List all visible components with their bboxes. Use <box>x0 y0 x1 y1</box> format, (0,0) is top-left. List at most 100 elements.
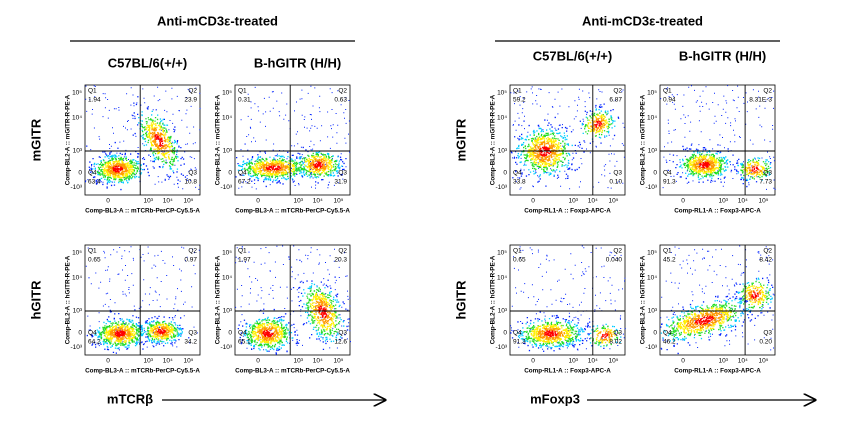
quadrant-value: 12.6 <box>334 339 347 346</box>
plot-frame <box>234 84 351 196</box>
events <box>693 158 763 175</box>
plot-frame <box>84 244 201 356</box>
flow-plot: Q1 0.65 Q2 0.97 Q3 34.2 Q4 64.2 10⁵ 10⁴ 10³ 0 -10³ 0 1… <box>65 244 201 375</box>
flow-plot: Q1 0.94 Q2 8.31E-3 Q3 7.73 Q4 91.3 10⁵ 10⁴ 10³ 0 -10… <box>640 84 776 215</box>
y-tick-label: 10⁴ <box>72 115 82 122</box>
y-tick-label: 10⁴ <box>222 115 232 122</box>
quadrant-value: 10.8 <box>184 179 197 186</box>
quadrant-name: Q3 <box>763 170 772 177</box>
row-label: mGITR <box>28 118 43 161</box>
y-tick-label: 10³ <box>73 308 83 315</box>
flow-plot: Q1 59.2 Q2 6.87 Q3 0.10 Q4 33.8 10⁵ 10⁴ 10³ 0 -10³ 0 1… <box>490 84 626 215</box>
y-tick-label: -10³ <box>645 184 657 191</box>
row-label: hGITR <box>28 280 43 320</box>
quadrant-value: 0.65 <box>88 257 101 264</box>
y-tick-label: 10⁵ <box>72 249 82 256</box>
quadrant-value: 0.10 <box>609 179 622 186</box>
quadrant-name: Q2 <box>338 88 347 95</box>
quadrant-value: 67.2 <box>238 179 251 186</box>
y-tick-label: 10⁵ <box>647 89 657 96</box>
quadrant-value: 0.040 <box>606 257 623 264</box>
quadrant-value: 91.3 <box>513 339 526 346</box>
x-tick-label: 10⁴ <box>588 358 598 365</box>
y-tick-label: 0 <box>228 330 232 337</box>
events <box>539 120 603 157</box>
x-tick-label: 0 <box>256 198 260 205</box>
quadrant-name: Q2 <box>188 248 197 255</box>
events <box>660 85 776 190</box>
y-tick-label: 10⁴ <box>497 275 507 282</box>
row-label: mGITR <box>453 118 468 161</box>
y-tick-label: 0 <box>653 330 657 337</box>
x-axis-label: Comp-RL1-A :: Foxp3-APC-A <box>524 368 611 375</box>
y-axis-label: Comp-BL2-A :: hGITR-R-PE-A <box>215 255 222 344</box>
quadrant-value: 91.3 <box>663 179 676 186</box>
quadrant-name: Q2 <box>613 248 622 255</box>
quadrant-name: Q4 <box>513 330 522 337</box>
events <box>699 161 759 173</box>
quadrant-value: 1.97 <box>238 257 251 264</box>
y-axis-label: Comp-BL2-A :: mGITR-R-PE-A <box>65 94 72 185</box>
y-tick-label: 0 <box>228 170 232 177</box>
events <box>257 298 332 342</box>
quadrant-name: Q1 <box>513 88 522 95</box>
quadrant-value: 8.42 <box>759 257 772 264</box>
events <box>262 305 328 338</box>
x-axis-label: Comp-RL1-A :: Foxp3-APC-A <box>674 208 761 215</box>
quadrant-name: Q1 <box>663 248 672 255</box>
quadrant-value: 6.87 <box>609 97 622 104</box>
events <box>96 117 178 182</box>
y-tick-label: 10⁴ <box>647 275 657 282</box>
quadrant-value: 34.2 <box>184 339 197 346</box>
y-axis-label: Comp-BL2-A :: mGITR-R-PE-A <box>490 94 497 185</box>
row-label: hGITR <box>453 280 468 320</box>
events <box>510 86 625 190</box>
quadrant-name: Q2 <box>763 248 772 255</box>
flow-plot: Q1 1.97 Q2 20.3 Q3 12.6 Q4 65.1 10⁵ 10⁴ 10³ 0 -10³ 0 1… <box>215 244 351 375</box>
events <box>107 127 169 176</box>
events <box>527 114 609 167</box>
x-axis-label: Comp-BL3-A :: mTCRb-PerCP-Cy5.5-A <box>235 368 350 375</box>
x-tick-label: 0 <box>106 198 110 205</box>
quadrant-value: 59.2 <box>513 97 526 104</box>
quadrant-value: 31.9 <box>334 179 347 186</box>
y-tick-label: -10³ <box>495 344 507 351</box>
x-tick-label: 10³ <box>719 198 729 205</box>
quadrant-name: Q2 <box>338 248 347 255</box>
x-tick-label: 10⁴ <box>738 198 748 205</box>
y-tick-label: 10⁴ <box>222 275 232 282</box>
y-tick-label: 10³ <box>498 308 508 315</box>
x-tick-label: 10⁵ <box>609 198 619 205</box>
column-header: B-hGITR (H/H) <box>679 48 766 63</box>
y-axis-label: Comp-BL2-A :: hGITR-R-PE-A <box>490 255 497 344</box>
quadrant-name: Q3 <box>613 330 622 337</box>
quadrant-value: 8.31E-3 <box>749 97 772 104</box>
quadrant-name: Q3 <box>338 330 347 337</box>
x-tick-label: 10⁵ <box>759 198 769 205</box>
y-tick-label: 10³ <box>73 148 83 155</box>
x-tick-label: 0 <box>531 358 535 365</box>
y-tick-label: 10⁵ <box>222 89 232 96</box>
y-axis-label: Comp-BL2-A :: mGITR-R-PE-A <box>640 94 647 185</box>
y-tick-label: 10⁵ <box>497 89 507 96</box>
quadrant-name: Q1 <box>88 88 97 95</box>
events <box>694 291 759 326</box>
quadrant-name: Q1 <box>663 88 672 95</box>
x-tick-label: 10⁴ <box>163 358 173 365</box>
x-tick-label: 0 <box>256 358 260 365</box>
x-marker-label: mTCRβ <box>107 391 153 406</box>
x-axis-label: Comp-BL3-A :: mTCRb-PerCP-Cy5.5-A <box>235 208 350 215</box>
quadrant-value: 64.2 <box>88 339 101 346</box>
events <box>544 330 609 339</box>
x-tick-label: 0 <box>681 198 685 205</box>
quadrant-value: 8.02 <box>609 339 622 346</box>
y-tick-label: -10³ <box>645 344 657 351</box>
x-tick-label: 0 <box>106 358 110 365</box>
x-axis-label: Comp-RL1-A :: Foxp3-APC-A <box>674 368 761 375</box>
y-tick-label: 10⁴ <box>72 275 82 282</box>
quadrant-name: Q2 <box>613 88 622 95</box>
y-tick-label: 10³ <box>498 148 508 155</box>
quadrant-value: 0.94 <box>663 97 676 104</box>
events <box>688 155 767 178</box>
events <box>523 321 620 347</box>
